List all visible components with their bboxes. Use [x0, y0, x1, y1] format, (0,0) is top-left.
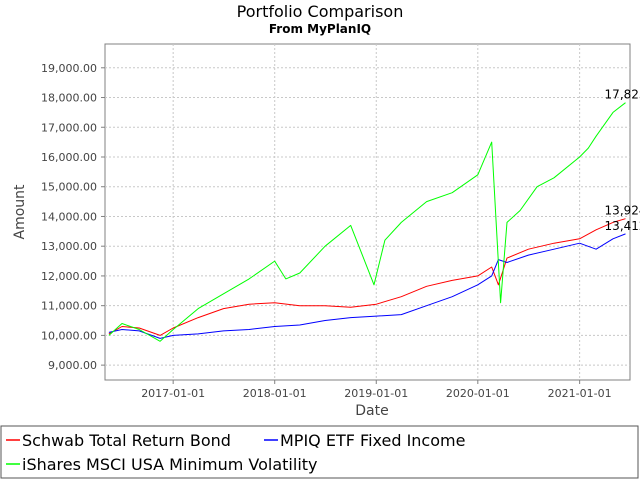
series-lines	[108, 102, 626, 342]
y-tick-label: 10,000.00	[41, 329, 97, 342]
legend-label: Schwab Total Return Bond	[22, 431, 231, 450]
legend	[0, 425, 639, 479]
x-tick-label: 2021-01-01	[548, 387, 612, 400]
y-tick-label: 11,000.00	[41, 300, 97, 313]
y-axis-ticks: 9,000.00 10,000.00 11,000.00 12,000.00 13,00…	[41, 62, 105, 372]
y-axis-label: Amount	[12, 184, 28, 240]
y-tick-label: 19,000.00	[41, 62, 97, 75]
legend-label: iShares MSCI USA Minimum Volatility	[22, 455, 318, 474]
y-tick-label: 18,000.00	[41, 92, 97, 105]
series-end-label: 13,412	[605, 219, 640, 233]
series-line-3	[108, 102, 626, 342]
x-tick-label: 2020-01-01	[446, 387, 510, 400]
chart-title: Portfolio Comparison	[237, 2, 404, 21]
series-end-label: 13,924	[605, 204, 640, 218]
x-tick-label: 2018-01-01	[243, 387, 307, 400]
y-tick-label: 12,000.00	[41, 270, 97, 283]
grid	[105, 44, 630, 380]
y-tick-label: 13,000.00	[41, 240, 97, 253]
series-line-2	[108, 233, 626, 339]
y-tick-label: 9,000.00	[48, 359, 97, 372]
end-labels: 13,92413,412 17,825	[605, 88, 640, 233]
x-tick-label: 2019-01-01	[344, 387, 408, 400]
y-tick-label: 14,000.00	[41, 210, 97, 223]
y-tick-label: 15,000.00	[41, 181, 97, 194]
x-axis-label: Date	[355, 403, 388, 419]
series-end-label: 17,825	[605, 88, 640, 102]
legend-label: MPIQ ETF Fixed Income	[280, 431, 465, 450]
legend-items: Schwab Total Return Bond MPIQ ETF Fixed I…	[6, 431, 465, 474]
x-axis-ticks: 2017-01-01 2018-01-01 2019-01-01 2020-01-01…	[141, 380, 612, 400]
chart-subtitle: From MyPlanIQ	[269, 22, 371, 36]
y-tick-label: 16,000.00	[41, 151, 97, 164]
plot-area	[104, 43, 631, 381]
y-tick-label: 17,000.00	[41, 121, 97, 134]
x-tick-label: 2017-01-01	[141, 387, 205, 400]
